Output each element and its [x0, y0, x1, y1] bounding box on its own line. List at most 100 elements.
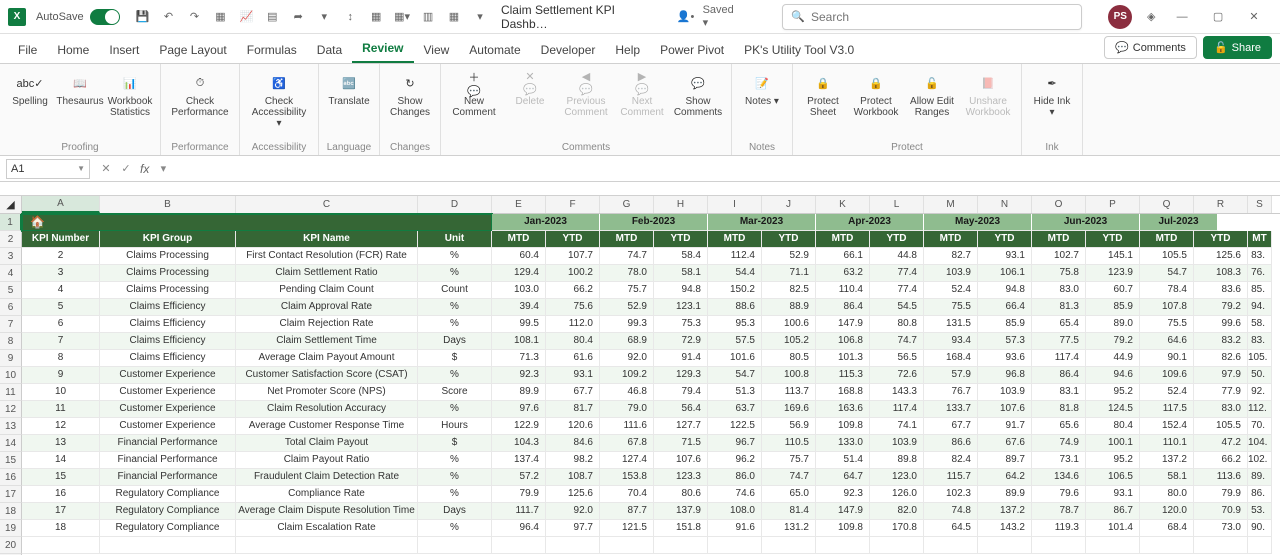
cell[interactable]: 84.6: [546, 435, 600, 452]
cell[interactable]: Claim Resolution Accuracy: [236, 401, 418, 418]
cell[interactable]: 125.6: [1194, 248, 1248, 265]
cell[interactable]: 99.6: [1194, 316, 1248, 333]
column-header-I[interactable]: I: [708, 196, 762, 213]
cell[interactable]: 70.: [1248, 418, 1272, 435]
cell[interactable]: 83.0: [1032, 282, 1086, 299]
cell[interactable]: 82.7: [924, 248, 978, 265]
cell[interactable]: 66.4: [978, 299, 1032, 316]
cell[interactable]: 86.6: [924, 435, 978, 452]
cell[interactable]: 137.2: [1140, 452, 1194, 469]
cell[interactable]: 10: [22, 384, 100, 401]
cell[interactable]: %: [418, 265, 492, 282]
cell[interactable]: 80.4: [546, 333, 600, 350]
qat-icon-4[interactable]: ➦: [288, 7, 308, 27]
cell[interactable]: 70.4: [600, 486, 654, 503]
cell[interactable]: 44.9: [1086, 350, 1140, 367]
cell[interactable]: 137.2: [978, 503, 1032, 520]
cell[interactable]: 78.7: [1032, 503, 1086, 520]
cell[interactable]: 57.9: [924, 367, 978, 384]
row-header-5[interactable]: 5: [0, 282, 22, 299]
cell[interactable]: 51.3: [708, 384, 762, 401]
cell[interactable]: 9: [22, 367, 100, 384]
cell[interactable]: 76.: [1248, 265, 1272, 282]
cell[interactable]: 103.9: [870, 435, 924, 452]
cell[interactable]: 52.4: [1140, 384, 1194, 401]
cell[interactable]: Regulatory Compliance: [100, 520, 236, 537]
cell[interactable]: 89.0: [1086, 316, 1140, 333]
row-header-2[interactable]: 2: [0, 231, 22, 248]
cell[interactable]: 16: [22, 486, 100, 503]
cell[interactable]: 100.2: [546, 265, 600, 282]
cell[interactable]: 14: [22, 452, 100, 469]
cell[interactable]: 104.3: [492, 435, 546, 452]
ribbon-show-changes-button[interactable]: ↻Show Changes: [386, 68, 434, 122]
cell[interactable]: Claims Processing: [100, 282, 236, 299]
cell[interactable]: 75.8: [1032, 265, 1086, 282]
cell[interactable]: 104.: [1248, 435, 1272, 452]
cell[interactable]: [492, 537, 546, 554]
cell[interactable]: [1194, 537, 1248, 554]
ribbon-workbook-statistics-button[interactable]: 📊Workbook Statistics: [106, 68, 154, 122]
column-header-A[interactable]: A: [22, 196, 100, 213]
cell[interactable]: 83.6: [1194, 282, 1248, 299]
accessibility-icon[interactable]: 👤•: [676, 7, 696, 27]
tab-formulas[interactable]: Formulas: [237, 37, 307, 63]
saved-status[interactable]: Saved ▾: [703, 4, 743, 29]
cell[interactable]: 80.8: [870, 316, 924, 333]
cell[interactable]: %: [418, 248, 492, 265]
search-box[interactable]: 🔍: [782, 4, 1082, 30]
name-box[interactable]: A1 ▼: [6, 159, 90, 179]
cell[interactable]: 3: [22, 265, 100, 282]
cell[interactable]: 121.5: [600, 520, 654, 537]
cell[interactable]: 85.9: [1086, 299, 1140, 316]
column-header-E[interactable]: E: [492, 196, 546, 213]
row-header-12[interactable]: 12: [0, 401, 22, 418]
cell[interactable]: 80.0: [1140, 486, 1194, 503]
cell[interactable]: Average Customer Response Time: [236, 418, 418, 435]
column-header-B[interactable]: B: [100, 196, 236, 213]
cell[interactable]: 56.9: [762, 418, 816, 435]
cell[interactable]: 93.1: [546, 367, 600, 384]
cell[interactable]: 110.4: [816, 282, 870, 299]
cell[interactable]: 99.3: [600, 316, 654, 333]
cell[interactable]: 77.4: [870, 282, 924, 299]
cell[interactable]: 72.9: [654, 333, 708, 350]
cell[interactable]: 58.4: [654, 248, 708, 265]
cell[interactable]: 74.1: [870, 418, 924, 435]
ribbon-notes--button[interactable]: 📝Notes ▾: [738, 68, 786, 111]
cell[interactable]: 95.2: [1086, 384, 1140, 401]
row-header-14[interactable]: 14: [0, 435, 22, 452]
cell[interactable]: 97.7: [546, 520, 600, 537]
cell[interactable]: 8: [22, 350, 100, 367]
cell[interactable]: Claim Approval Rate: [236, 299, 418, 316]
cell[interactable]: 100.6: [762, 316, 816, 333]
cell[interactable]: 108.7: [546, 469, 600, 486]
cell[interactable]: 73.1: [1032, 452, 1086, 469]
cell[interactable]: 101.4: [1086, 520, 1140, 537]
cell[interactable]: 125.6: [546, 486, 600, 503]
cell[interactable]: 86.4: [1032, 367, 1086, 384]
cell[interactable]: 100.8: [762, 367, 816, 384]
qat-icon-9[interactable]: ▥: [418, 7, 438, 27]
cell[interactable]: 106.5: [1086, 469, 1140, 486]
cell[interactable]: 67.6: [978, 435, 1032, 452]
cell[interactable]: 96.2: [708, 452, 762, 469]
cell[interactable]: 123.9: [1086, 265, 1140, 282]
cell[interactable]: %: [418, 401, 492, 418]
cell[interactable]: 75.6: [546, 299, 600, 316]
cell[interactable]: Days: [418, 333, 492, 350]
cell[interactable]: Total Claim Payout: [236, 435, 418, 452]
minimize-button[interactable]: —: [1164, 5, 1200, 29]
cell[interactable]: 63.7: [708, 401, 762, 418]
cell[interactable]: 71.1: [762, 265, 816, 282]
cell[interactable]: 133.0: [816, 435, 870, 452]
cell[interactable]: 75.7: [600, 282, 654, 299]
cell[interactable]: 124.5: [1086, 401, 1140, 418]
cell[interactable]: 102.7: [1032, 248, 1086, 265]
cell[interactable]: 80.5: [762, 350, 816, 367]
cell[interactable]: Count: [418, 282, 492, 299]
cell[interactable]: 103.9: [924, 265, 978, 282]
cell[interactable]: 44.8: [870, 248, 924, 265]
cell[interactable]: 72.6: [870, 367, 924, 384]
cell[interactable]: 78.0: [600, 265, 654, 282]
